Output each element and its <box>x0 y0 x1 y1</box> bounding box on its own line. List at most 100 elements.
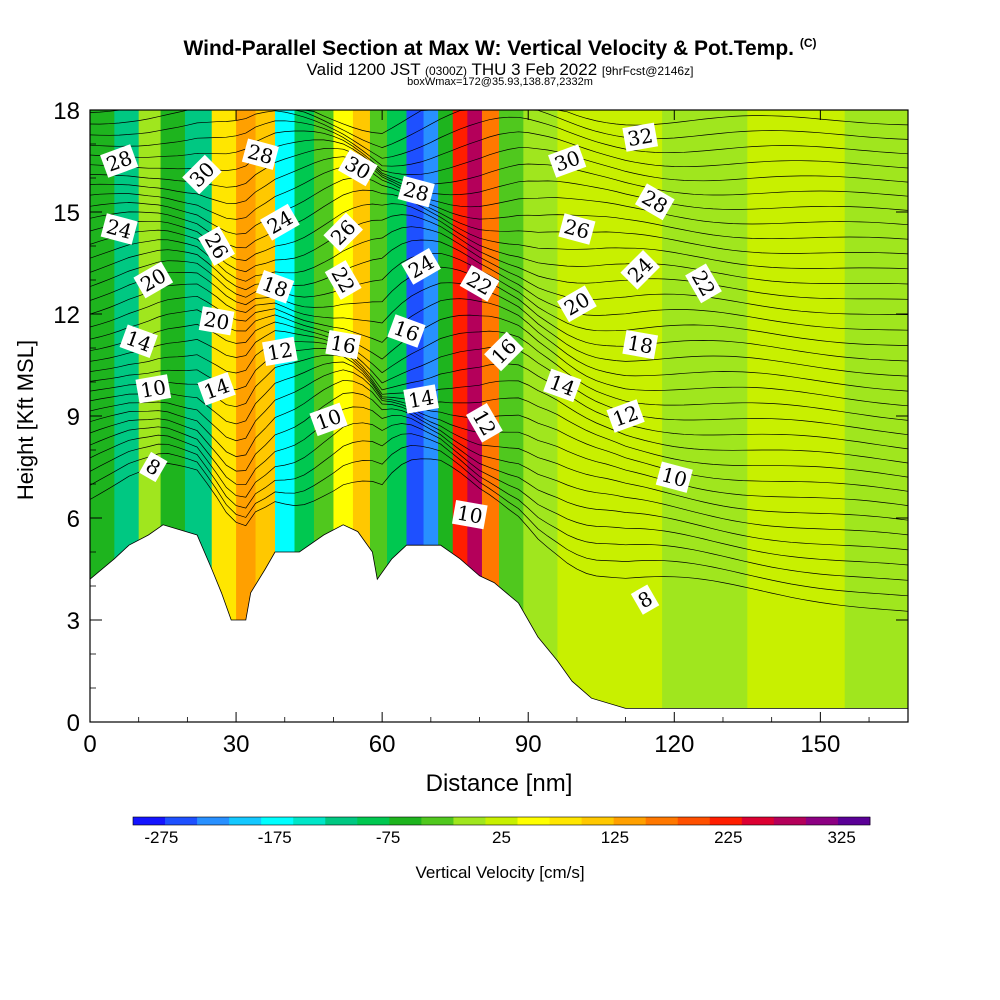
contour-label-box <box>622 122 659 152</box>
contour-label-box <box>323 212 363 253</box>
contour-label-box <box>255 270 295 304</box>
contour-label-box <box>324 260 362 300</box>
colorbar-tick-label: 325 <box>827 828 855 847</box>
x-tick-label: 120 <box>654 731 694 758</box>
contour-label-text: 14 <box>406 385 435 413</box>
colorbar-swatch <box>133 817 166 825</box>
valid-date: THU 3 Feb 2022 <box>471 60 598 79</box>
contour-label-box <box>403 384 439 414</box>
contour-label-box <box>119 324 158 358</box>
contour-label-box <box>198 226 235 266</box>
contour-label-text: 16 <box>329 331 358 359</box>
y-tick-label: 6 <box>67 506 80 533</box>
contour-label: 28 <box>241 138 279 170</box>
contour-label-box <box>337 149 378 187</box>
velocity-band <box>236 110 257 722</box>
contour-label: 10 <box>135 374 172 404</box>
velocity-band <box>523 110 559 722</box>
contour-label-box <box>655 461 693 493</box>
theta-contour-line <box>90 444 908 597</box>
x-tick-label: 60 <box>369 731 396 758</box>
contour-label-box <box>557 285 597 323</box>
contour-label-box <box>397 175 435 208</box>
theta-contour-line <box>90 226 908 316</box>
colorbar-swatch <box>709 817 743 825</box>
theta-contour-line <box>90 361 908 492</box>
theta-contour-line <box>90 422 908 566</box>
colorbar-swatch <box>837 817 871 825</box>
axes: 0 30 60 90 120 150 0 3 6 9 12 15 18 <box>53 98 908 758</box>
colorbar-swatch <box>741 817 775 825</box>
theta-contour-line <box>90 458 908 612</box>
colorbar-tick-label: 125 <box>601 828 629 847</box>
contour-label-box <box>622 330 659 360</box>
theta-contour-line <box>90 406 908 551</box>
x-tick-label: 90 <box>515 731 542 758</box>
contour-label-box <box>241 138 279 170</box>
theta-contour-line <box>90 392 908 536</box>
contour-label: 28 <box>100 144 139 178</box>
y-tick-label: 0 <box>67 710 80 737</box>
y-tick-label: 3 <box>67 608 80 635</box>
theta-contour-line <box>90 214 908 300</box>
contour-label: 10 <box>451 500 488 530</box>
colorbar-swatch <box>357 817 390 825</box>
colorbar-swatch <box>805 817 839 825</box>
x-tick-label: 0 <box>83 731 96 758</box>
theta-contour-line <box>90 379 908 521</box>
contour-label-box <box>459 265 500 302</box>
forecast-tag: [9hrFcst@2146z] <box>601 64 694 78</box>
colorbar-swatch <box>165 817 198 825</box>
colorbar-swatch <box>517 817 550 825</box>
title-copyright: (C) <box>799 36 817 50</box>
colorbar-swatch <box>773 817 807 825</box>
theta-contour-line <box>90 110 908 134</box>
contour-label-text: 10 <box>455 501 484 529</box>
contour-label-box <box>543 368 582 403</box>
valid-z: (0300Z) <box>425 64 468 78</box>
contour-label-box <box>606 399 645 433</box>
contour-label-box <box>100 144 139 178</box>
contour-label: 30 <box>337 149 378 187</box>
theta-contour-line <box>90 120 908 169</box>
y-axis-label: Height [Kft MSL] <box>13 340 38 500</box>
theta-contour-line <box>90 156 908 226</box>
contour-label: 16 <box>325 330 362 360</box>
theta-contour-line <box>90 266 908 362</box>
theta-contour-line <box>90 282 908 377</box>
colorbar-swatch <box>293 817 326 825</box>
contour-label-box <box>634 183 675 221</box>
contour-label: 10 <box>655 461 693 493</box>
colorbar-swatch <box>421 817 454 825</box>
contour-label-box <box>401 248 441 285</box>
colorbar-frame <box>132 816 871 826</box>
contour-label-box <box>133 261 174 299</box>
colorbar-swatch <box>389 817 422 825</box>
contour-label: 30 <box>548 144 587 178</box>
colorbar-swatch <box>645 817 679 825</box>
theta-contour-line <box>90 354 908 478</box>
contour-label: 8 <box>139 451 168 483</box>
y-tick-label: 15 <box>53 200 80 227</box>
terrain-mask <box>89 524 909 723</box>
colorbar-swatch <box>229 817 262 825</box>
theta-contour-line <box>90 252 908 346</box>
velocity-band <box>747 110 846 722</box>
colorbar-swatch <box>485 817 518 825</box>
colorbar-swatch <box>549 817 583 825</box>
contour-label-box <box>387 314 426 348</box>
colorbar-tick-label: -75 <box>376 828 401 847</box>
theta-contour-line <box>90 433 908 581</box>
contour-label: 8 <box>630 584 660 615</box>
contour-label: 12 <box>262 336 298 366</box>
contour-label-box <box>685 263 722 304</box>
colorbar-tick-label: -275 <box>144 828 178 847</box>
colorbar-tick-label: 225 <box>714 828 742 847</box>
chart-title: Wind-Parallel Section at Max W: Vertical… <box>0 36 1000 61</box>
colorbar-tick-label: 25 <box>492 828 511 847</box>
title-main: Wind-Parallel Section at Max W: Vertical… <box>183 37 794 60</box>
colorbar-label: Vertical Velocity [cm/s] <box>415 863 585 882</box>
contour-label-box <box>198 306 235 336</box>
contour-label-box <box>309 402 348 437</box>
